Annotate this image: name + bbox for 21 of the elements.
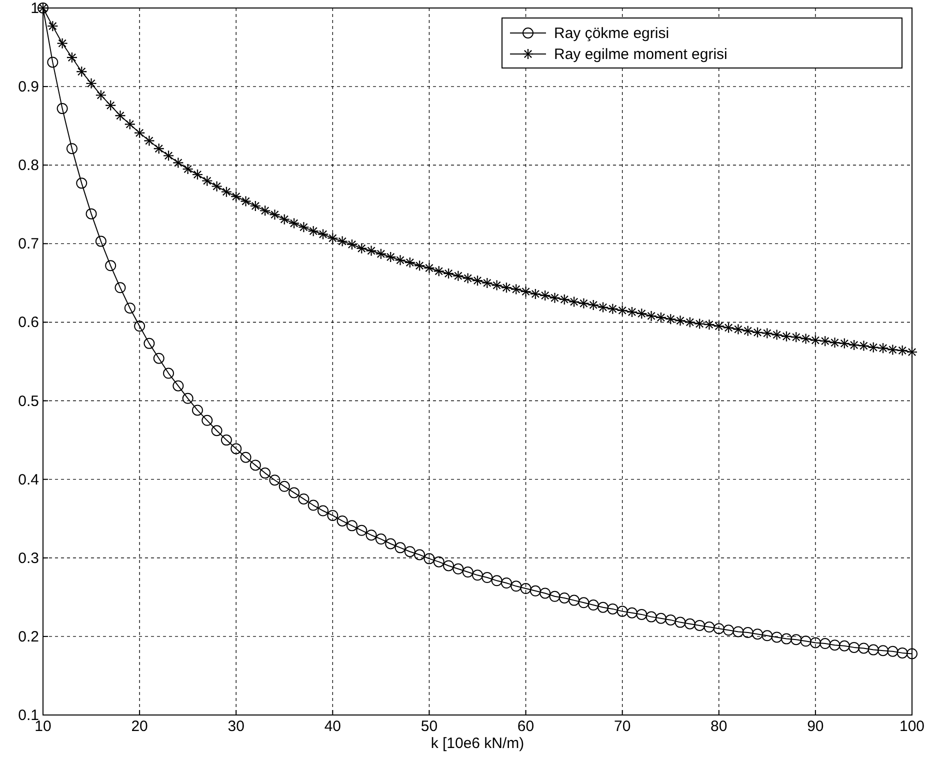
x-tick-label: 60: [517, 718, 534, 735]
y-tick-label: 0.9: [18, 78, 39, 96]
legend-label: Ray egilme moment egrisi: [554, 46, 728, 63]
x-tick-label: 80: [710, 718, 728, 735]
legend-label: Ray çökme egrisi: [554, 25, 670, 42]
y-tick-label: 1: [30, 0, 39, 17]
x-tick-label: 40: [324, 718, 342, 735]
x-tick-label: 70: [614, 718, 631, 735]
y-tick-label: 0.8: [18, 157, 39, 174]
x-tick-label: 20: [131, 718, 148, 735]
y-tick-label: 0.7: [18, 236, 39, 253]
x-axis-title: k [10e6 kN/m): [430, 735, 524, 752]
y-tick-label: 0.6: [18, 314, 39, 332]
y-tick-label: 0.3: [18, 550, 39, 567]
y-tick-label: 0.4: [18, 471, 39, 488]
x-tick-label: 30: [228, 718, 244, 735]
y-tick-label: 0.5: [18, 392, 39, 410]
x-tick-label: 100: [899, 718, 925, 735]
y-tick-label: 0.2: [18, 628, 39, 646]
x-tick-label: 90: [807, 718, 824, 735]
x-tick-label: 50: [420, 718, 438, 735]
